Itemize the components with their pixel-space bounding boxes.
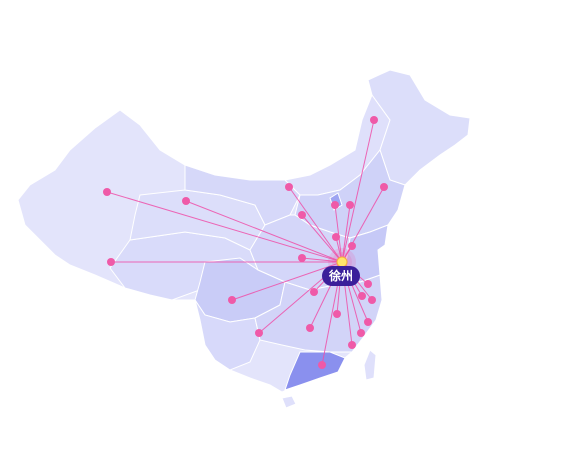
location-dot-icon[interactable]	[298, 254, 306, 262]
location-dot-icon[interactable]	[182, 197, 190, 205]
location-dot-icon[interactable]	[306, 324, 314, 332]
location-dot-icon[interactable]	[333, 310, 341, 318]
hub-label: 徐州	[322, 266, 360, 286]
region-hainan[interactable]	[281, 395, 297, 409]
flow-line	[301, 257, 343, 263]
location-dot-icon[interactable]	[310, 288, 318, 296]
location-dot-icon[interactable]	[346, 201, 354, 209]
location-dot-icon[interactable]	[285, 183, 293, 191]
location-dot-icon[interactable]	[332, 233, 340, 241]
flow-line	[185, 200, 343, 263]
location-dot-icon[interactable]	[103, 188, 111, 196]
location-dot-icon[interactable]	[370, 116, 378, 124]
flow-line	[334, 204, 343, 263]
region-taiwan[interactable]	[363, 349, 377, 381]
flow-line	[106, 191, 343, 263]
location-dot-icon[interactable]	[364, 280, 372, 288]
location-dot-icon[interactable]	[318, 361, 326, 369]
location-dot-icon[interactable]	[107, 258, 115, 266]
location-dot-icon[interactable]	[348, 242, 356, 250]
city-dots	[103, 116, 388, 369]
location-dot-icon[interactable]	[228, 296, 236, 304]
location-dot-icon[interactable]	[298, 211, 306, 219]
location-dot-icon[interactable]	[364, 318, 372, 326]
location-dot-icon[interactable]	[331, 201, 339, 209]
region-southwest[interactable]	[194, 299, 261, 371]
location-dot-icon[interactable]	[368, 296, 376, 304]
flow-line	[341, 204, 351, 263]
flow-line	[341, 186, 385, 263]
location-dot-icon[interactable]	[255, 329, 263, 337]
location-dot-icon[interactable]	[358, 292, 366, 300]
flow-line	[301, 214, 343, 263]
flow-line	[288, 186, 343, 263]
location-dot-icon[interactable]	[357, 329, 365, 337]
region-guangdong[interactable]	[284, 351, 346, 391]
flow-line	[341, 119, 375, 263]
location-dot-icon[interactable]	[348, 341, 356, 349]
location-dot-icon[interactable]	[380, 183, 388, 191]
